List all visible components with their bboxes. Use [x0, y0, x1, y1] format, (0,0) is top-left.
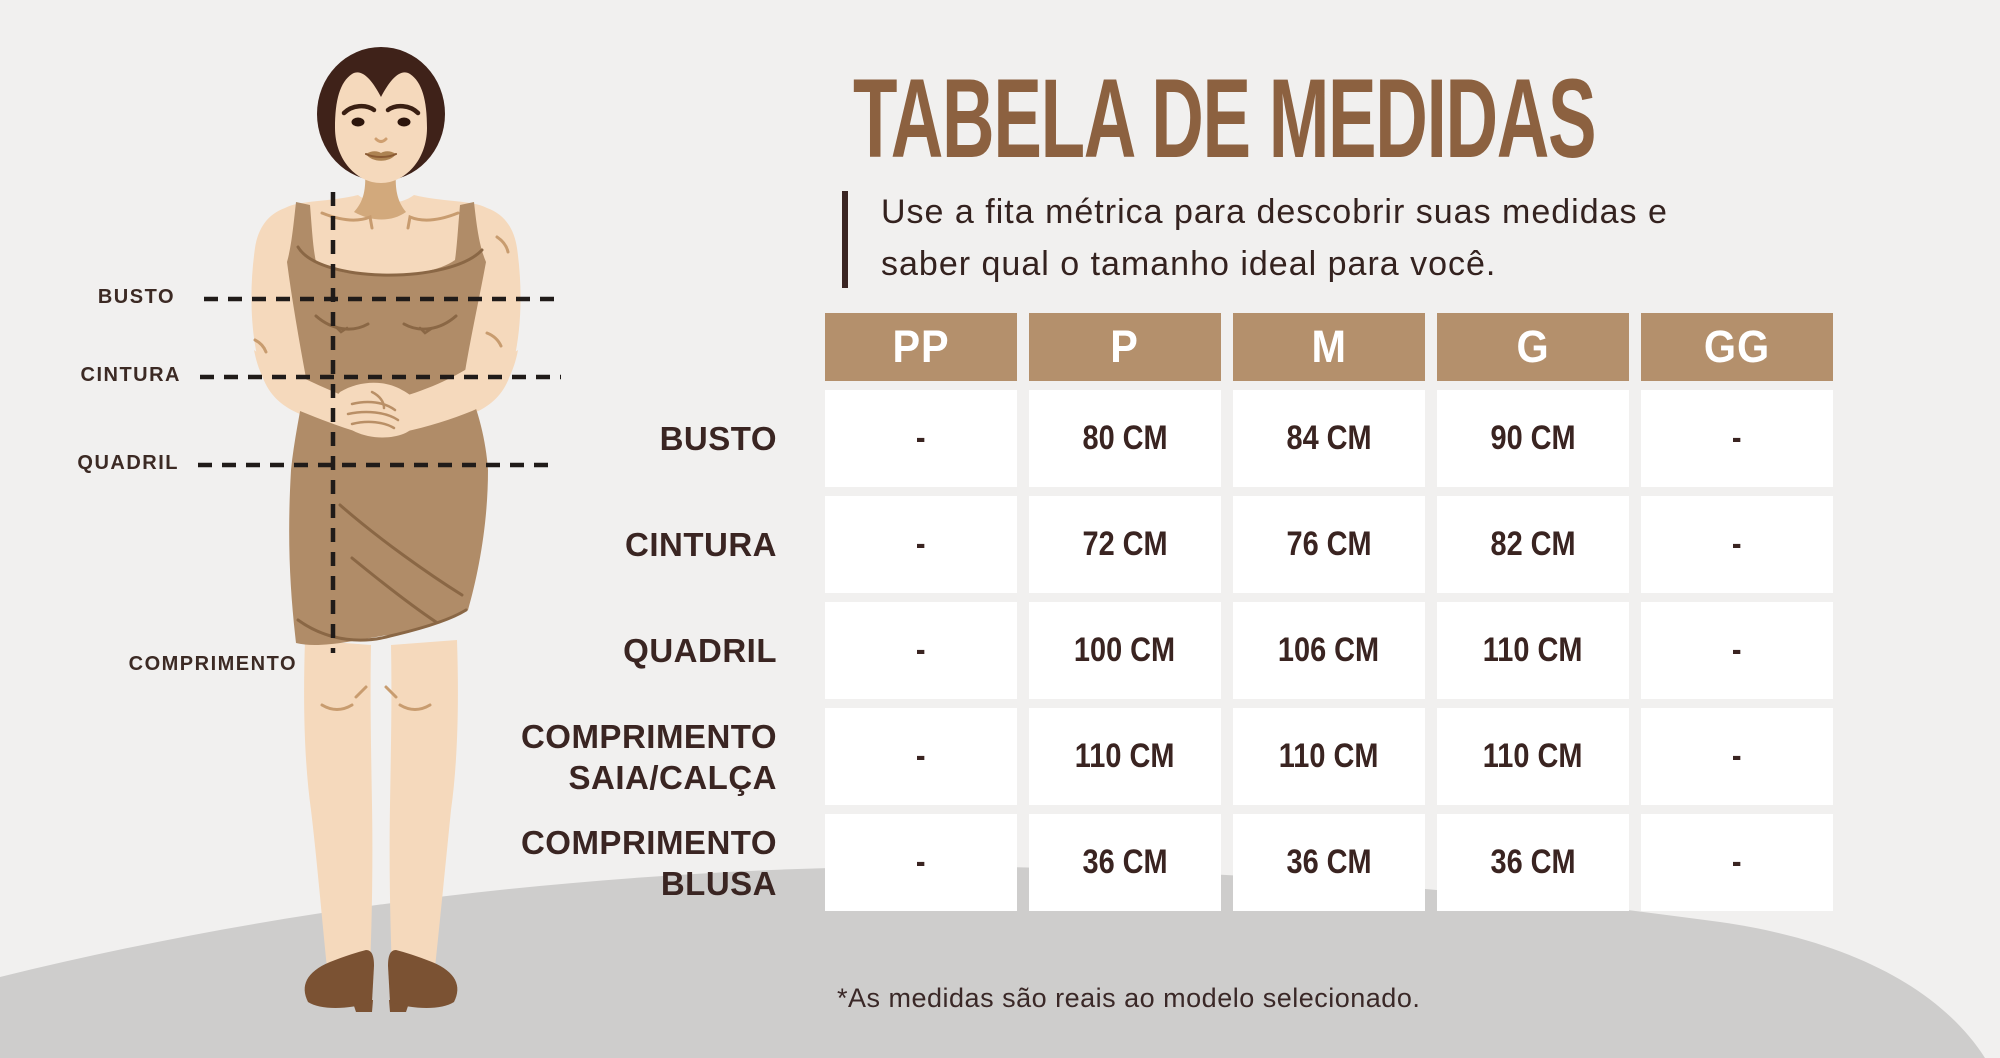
cell-quadril-pp: - — [825, 602, 1017, 699]
hem-line — [296, 608, 468, 642]
cell-cintura-p: 72 CM — [1029, 496, 1221, 593]
row-label-comprimento-blusa: COMPRIMENTO BLUSA — [521, 814, 813, 911]
cell-comprimento-saia-pp: - — [825, 708, 1017, 805]
size-column-header-pp: PP — [825, 313, 1017, 381]
cell-cintura-m: 76 CM — [1233, 496, 1425, 593]
cell-busto-p: 80 CM — [1029, 390, 1221, 487]
cell-busto-pp: - — [825, 390, 1017, 487]
right-eyebrow — [385, 103, 421, 116]
figure-label-quadril: QUADRIL — [77, 452, 179, 474]
row-label-busto: BUSTO — [533, 390, 813, 487]
cell-comprimento-blusa-gg: - — [1641, 814, 1833, 911]
row-label-line: CINTURA — [625, 526, 777, 563]
cell-comprimento-saia-gg: - — [1641, 708, 1833, 805]
mouth-line — [365, 153, 397, 158]
size-p-label: P — [1110, 321, 1140, 372]
cell-cintura-g: 82 CM — [1437, 496, 1629, 593]
row-label-line: BLUSA — [660, 864, 777, 902]
right-forearm — [398, 350, 518, 432]
cell-busto-g: 90 CM — [1437, 390, 1629, 487]
measurement-lines — [198, 192, 561, 653]
cell-comprimento-blusa-p: 36 CM — [1029, 814, 1221, 911]
size-column-header-g: G — [1437, 313, 1629, 381]
row-label-line: COMPRIMENTO — [520, 717, 777, 755]
dress-detail-lines — [296, 245, 484, 642]
size-column-header-p: P — [1029, 313, 1221, 381]
row-label-line: BUSTO — [659, 420, 777, 457]
row-label-line: SAIA/CALÇA — [568, 758, 777, 796]
cell-comprimento-blusa-pp: - — [825, 814, 1017, 911]
page-title-text: TABELA DE MEDIDAS — [853, 56, 1597, 181]
cell-comprimento-saia-m: 110 CM — [1233, 708, 1425, 805]
figure-label-busto: BUSTO — [97, 286, 175, 308]
right-eye — [397, 117, 411, 127]
cell-quadril-p: 100 CM — [1029, 602, 1221, 699]
cell-quadril-m: 106 CM — [1233, 602, 1425, 699]
arm-creases — [253, 235, 510, 354]
footnote: *As medidas são reais ao modelo selecion… — [837, 983, 1421, 1013]
subtitle: Use a fita métrica para descobrir suas m… — [881, 186, 1668, 290]
row-label-quadril: QUADRIL — [533, 602, 813, 699]
finger-lines — [346, 390, 400, 430]
skirt-fold-2 — [350, 556, 438, 624]
cell-busto-m: 84 CM — [1233, 390, 1425, 487]
cell-comprimento-blusa-g: 36 CM — [1437, 814, 1629, 911]
size-gg-label: GG — [1703, 321, 1771, 372]
cell-cintura-gg: - — [1641, 496, 1833, 593]
cell-comprimento-saia-g: 110 CM — [1437, 708, 1629, 805]
row-label-line: QUADRIL — [623, 632, 777, 669]
left-eyebrow — [341, 103, 377, 116]
subtitle-line-1: Use a fita métrica para descobrir suas m… — [881, 193, 1668, 231]
table-corner-spacer — [533, 313, 813, 381]
size-table: PP P M G GG BUSTO - 80 CM 84 CM 90 CM - … — [521, 313, 1833, 911]
cell-cintura-pp: - — [825, 496, 1017, 593]
cell-comprimento-saia-p: 110 CM — [1029, 708, 1221, 805]
knee-marks — [320, 685, 432, 711]
right-leg — [389, 640, 458, 968]
left-bust-line — [314, 314, 370, 331]
face-features — [341, 103, 421, 161]
row-label-comprimento-saia-calca: COMPRIMENTO SAIA/CALÇA — [521, 708, 813, 805]
subtitle-accent-bar — [842, 191, 848, 288]
cell-comprimento-blusa-m: 36 CM — [1233, 814, 1425, 911]
size-g-label: G — [1516, 321, 1550, 372]
figure-label-comprimento: COMPRIMENTO — [128, 653, 297, 675]
figure-label-cintura: CINTURA — [80, 364, 181, 386]
size-pp-label: PP — [892, 321, 950, 372]
subtitle-line-2: saber qual o tamanho ideal para você. — [881, 245, 1497, 283]
shoes — [304, 950, 458, 1012]
face — [335, 72, 427, 183]
size-m-label: M — [1311, 321, 1347, 372]
left-leg — [304, 640, 373, 968]
cell-busto-gg: - — [1641, 390, 1833, 487]
skirt-fold-1 — [338, 503, 464, 597]
cell-quadril-gg: - — [1641, 602, 1833, 699]
left-eye — [351, 117, 365, 127]
row-label-cintura: CINTURA — [533, 496, 813, 593]
cell-quadril-g: 110 CM — [1437, 602, 1629, 699]
collarbone-lines — [320, 211, 460, 230]
size-column-header-m: M — [1233, 313, 1425, 381]
size-column-header-gg: GG — [1641, 313, 1833, 381]
neckline-line — [296, 245, 484, 277]
nose — [374, 137, 388, 143]
ground-shape — [0, 866, 1985, 1058]
page-title: TABELA DE MEDIDAS — [853, 63, 1995, 175]
row-label-line: COMPRIMENTO — [520, 823, 777, 861]
